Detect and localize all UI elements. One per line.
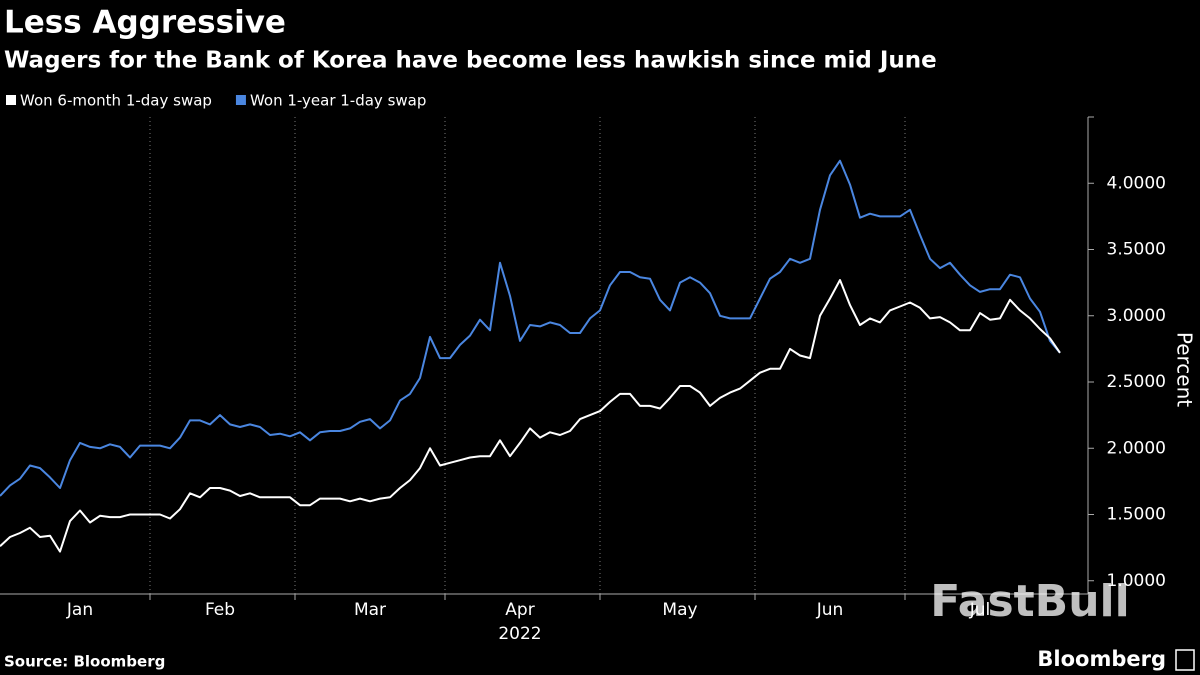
watermark: FastBull [930,576,1129,627]
legend-label: Won 1-year 1-day swap [250,92,426,110]
chart-title: Less Aggressive [4,5,286,41]
x-tick-label: Apr [505,600,534,620]
chart-subtitle: Wagers for the Bank of Korea have become… [4,48,937,74]
plot-area: 1.0000 1.5000 2.0000 2.5000 3.0000 3.5000 4.00… [0,92,1197,644]
x-tick-label: Jan [66,600,93,620]
series-line [0,279,1061,553]
y-tick-label: 1.0000 [1107,571,1166,591]
brand-icon [1175,649,1195,671]
x-tick-label: May [662,600,697,620]
y-tick-label: 2.5000 [1107,372,1166,392]
source: Source: Bloomberg [4,653,165,671]
x-tick-label: Jun [816,600,844,620]
brand: Bloomberg [1037,647,1166,671]
y-tick-label: 4.0000 [1107,173,1166,193]
legend-swatch [6,95,16,105]
y-tick-label: 1.5000 [1107,505,1166,525]
legend-label: Won 6-month 1-day swap [20,92,212,110]
y-tick-label: 3.0000 [1107,306,1166,326]
y-axis-label: Percent [1173,332,1197,407]
y-tick-label: 3.5000 [1107,240,1166,260]
x-tick-label: Jul [969,600,991,620]
x-axis-label: 2022 [498,624,541,644]
y-tick-label: 2.0000 [1107,438,1166,458]
x-tick-label: Feb [205,600,235,620]
legend-swatch [235,95,246,105]
x-tick-label: Mar [354,600,386,620]
series-line [0,159,1061,497]
